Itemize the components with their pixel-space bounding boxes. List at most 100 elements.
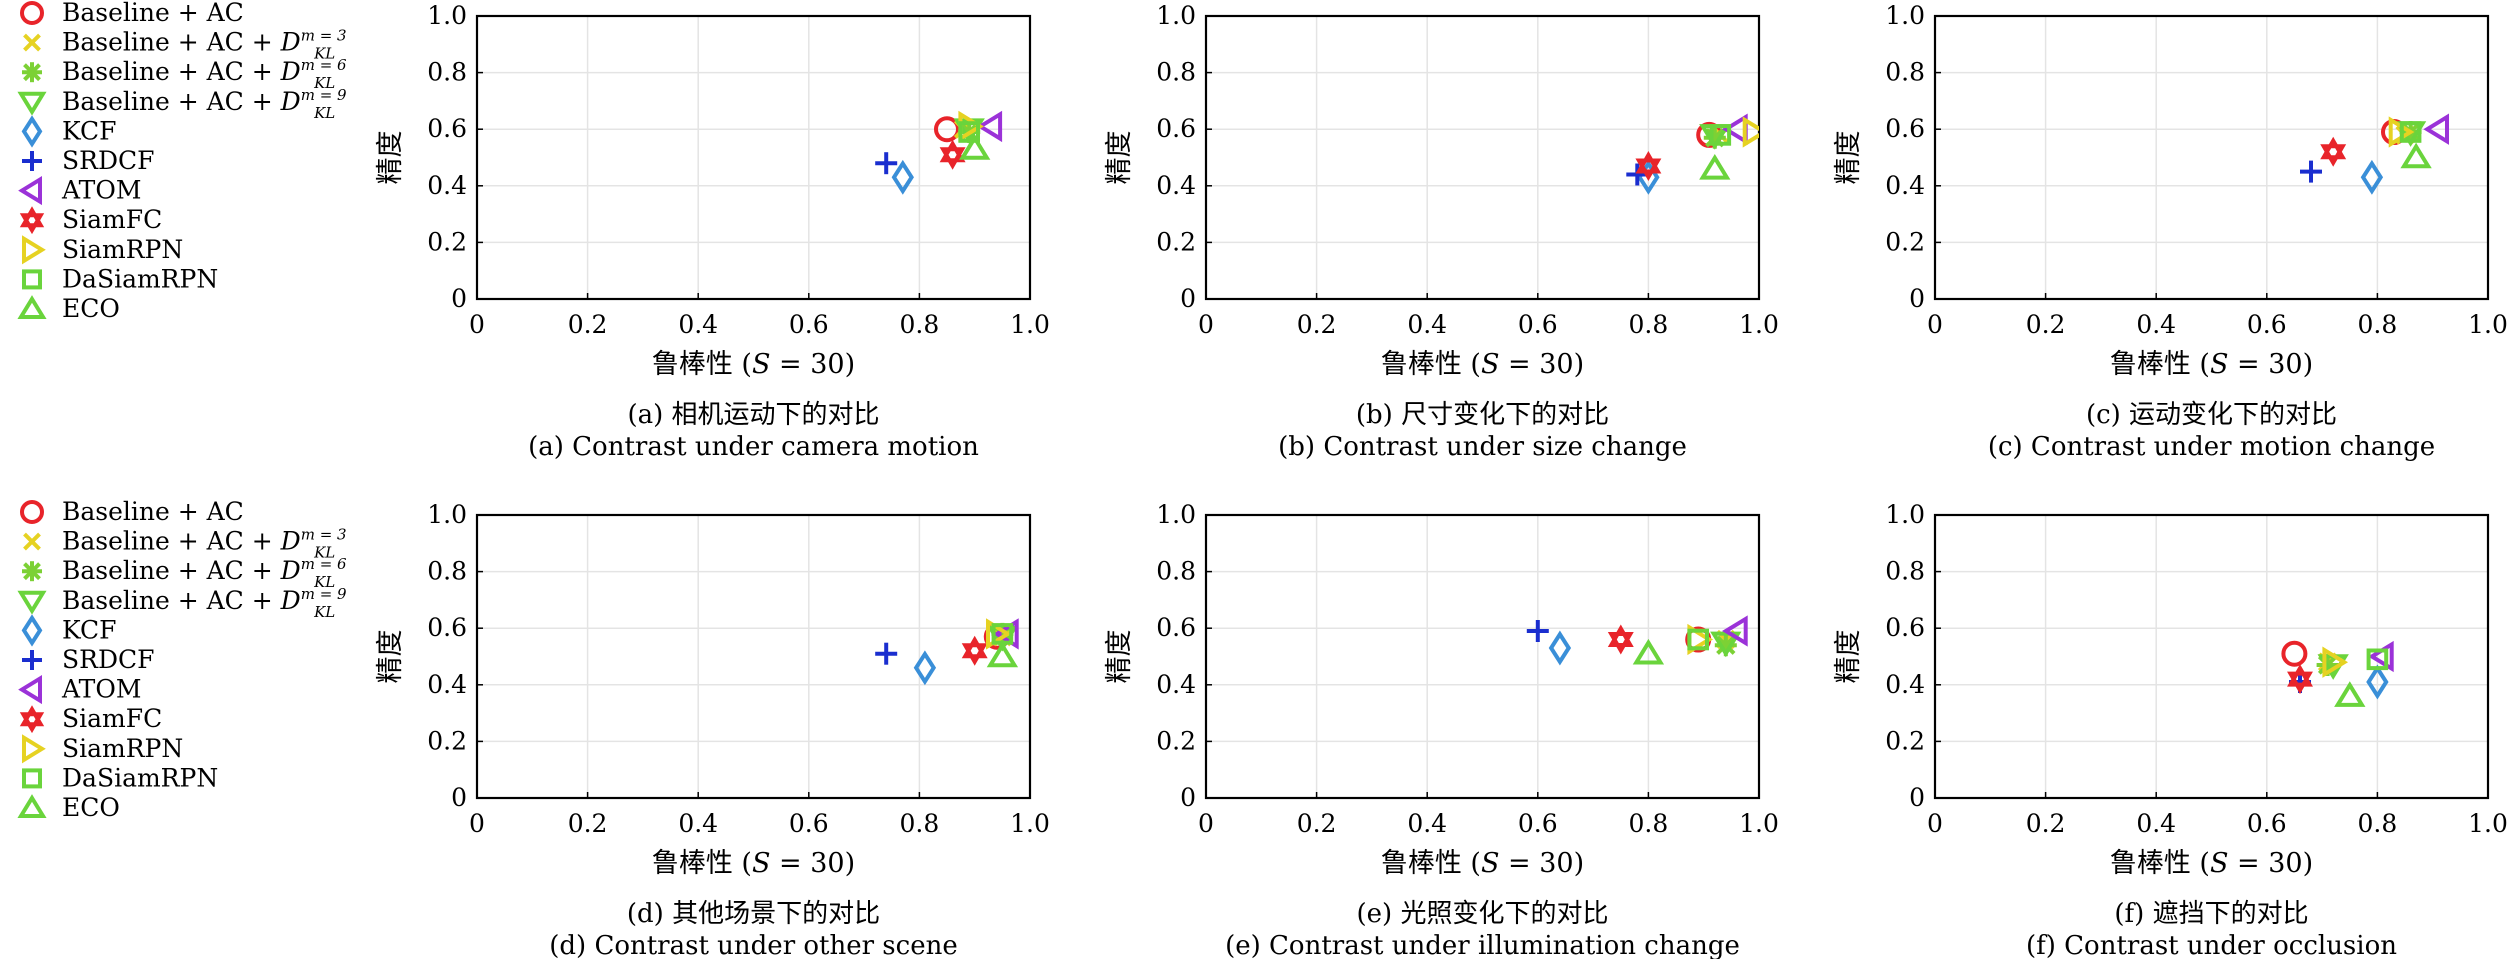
point-atom <box>2423 113 2449 145</box>
legend-label-text: Baseline + AC + <box>62 556 281 585</box>
point-dasiamrpn <box>1709 124 1732 146</box>
legend-label: KCF <box>62 116 116 145</box>
legend-marker-siamrpn <box>22 734 46 764</box>
y-tick-label: 0.8 <box>1885 58 1925 87</box>
legend-item-dasiamrpn: DaSiamRPN <box>22 763 218 792</box>
x-tick-label: 0.8 <box>2358 310 2398 339</box>
y-tick-label: 0.4 <box>427 171 467 200</box>
x-axis-label: 鲁棒性 (S = 30) <box>1381 349 1584 380</box>
caption-cn: (f) 遮挡下的对比 <box>2114 899 2308 929</box>
x-tick-label: 0.2 <box>568 310 608 339</box>
x-tick-label: 1.0 <box>1739 809 1779 838</box>
caption-en: (f) Contrast under occlusion <box>2026 931 2397 959</box>
legend-label: ATOM <box>61 176 141 205</box>
x-axis-label: 鲁棒性 (S = 30) <box>2110 848 2313 879</box>
x-axis-label-var: S <box>752 848 771 879</box>
legend-marker-atom <box>18 675 42 705</box>
legend-label-sup: m = 6 <box>301 56 347 74</box>
point-atom <box>1722 615 1748 647</box>
x-axis-label-var: S <box>1481 349 1500 380</box>
y-tick-label: 1.0 <box>1885 500 1925 529</box>
point-siamfc <box>2320 136 2347 167</box>
data-points <box>1626 113 1759 195</box>
x-tick-label: 0.4 <box>2136 310 2176 339</box>
legend-item-baseline_ac: Baseline + AC <box>20 497 244 526</box>
legend-label-text: Baseline + AC <box>62 497 244 526</box>
point-dasiamrpn <box>2366 648 2389 671</box>
y-tick-label: 0.8 <box>427 557 467 586</box>
legend-label-text: ATOM <box>61 675 141 704</box>
legend-marker-dasiamrpn <box>22 269 42 290</box>
data-points <box>1526 615 1748 666</box>
y-axis-label: 精度 <box>375 630 406 684</box>
point-eco <box>959 134 991 160</box>
caption-en: (b) Contrast under size change <box>1278 432 1687 462</box>
x-tick-label: 0.2 <box>1297 310 1337 339</box>
x-tick-label: 0.8 <box>2358 809 2398 838</box>
legend-label-math: D <box>280 28 301 57</box>
y-tick-label: 0.6 <box>427 114 467 143</box>
legend-marker-baseline_ac <box>20 1 44 25</box>
y-tick-label: 0 <box>1909 783 1925 812</box>
legend-label: SRDCF <box>62 146 154 175</box>
point-siamrpn <box>985 618 1012 650</box>
legend-label-text: DaSiamRPN <box>62 264 218 293</box>
legend-marker-siamrpn <box>22 235 46 265</box>
legend-label-sup: m = 3 <box>301 27 347 45</box>
point-eco <box>2334 681 2366 707</box>
legend-label-math: D <box>280 527 301 556</box>
point-siamfc <box>1635 150 1662 182</box>
y-tick-label: 0 <box>1909 284 1925 313</box>
grid <box>476 514 1031 799</box>
caption-en: (e) Contrast under illumination change <box>1225 931 1740 959</box>
point-atom <box>976 110 1003 143</box>
caption-en: (c) Contrast under motion change <box>1988 432 2435 462</box>
legend-item-siamfc: SiamFC <box>19 704 162 733</box>
point-eco <box>2400 142 2432 169</box>
legend-item-kcf: KCF <box>21 115 116 148</box>
legend-label-text: SRDCF <box>62 146 154 175</box>
legend-label-math: D <box>280 586 301 615</box>
y-tick-label: 0.6 <box>427 613 467 642</box>
x-tick-label: 0.4 <box>1407 809 1447 838</box>
x-axis-label-prefix: 鲁棒性 ( <box>652 349 752 380</box>
legend-label: ATOM <box>61 675 141 704</box>
legend-label: SiamRPN <box>62 235 183 264</box>
x-axis-label: 鲁棒性 (S = 30) <box>652 848 855 879</box>
legend-label-text: DaSiamRPN <box>62 763 218 792</box>
x-tick-label: 1.0 <box>1010 809 1050 838</box>
x-tick-label: 0.6 <box>1518 809 1558 838</box>
axes-frame <box>475 513 1032 800</box>
point-eco <box>1632 638 1665 665</box>
x-axis-label-prefix: 鲁棒性 ( <box>1381 848 1481 879</box>
y-tick-label: 0.6 <box>1156 613 1196 642</box>
point-baseline_ac_m9 <box>1710 631 1742 658</box>
x-axis-label: 鲁棒性 (S = 30) <box>2110 349 2313 380</box>
x-tick-label: 1.0 <box>2468 809 2508 838</box>
x-tick-label: 0.4 <box>1407 310 1447 339</box>
legend-label-text: Baseline + AC + <box>62 87 281 116</box>
caption-cn: (b) 尺寸变化下的对比 <box>1356 400 1609 430</box>
legend-marker-baseline_ac <box>20 500 44 524</box>
axes-frame <box>1933 14 2490 301</box>
legend-label: Baseline + AC <box>62 0 244 27</box>
x-axis-label: 鲁棒性 (S = 30) <box>652 349 855 380</box>
x-axis-label-var: S <box>1481 848 1500 879</box>
point-siamfc <box>2287 664 2313 695</box>
point-dasiamrpn <box>2399 121 2422 143</box>
x-tick-label: 0 <box>1198 809 1214 838</box>
legend-label-text: Baseline + AC + <box>62 527 281 556</box>
point-siamfc <box>1607 624 1634 655</box>
y-tick-label: 0.4 <box>1885 171 1925 200</box>
x-tick-label: 1.0 <box>1739 310 1779 339</box>
legend-label-sub: KL <box>313 45 335 63</box>
point-eco <box>1699 153 1731 180</box>
data-points <box>875 618 1019 686</box>
legend-item-eco: ECO <box>17 294 120 323</box>
x-tick-label: 0 <box>1198 310 1214 339</box>
